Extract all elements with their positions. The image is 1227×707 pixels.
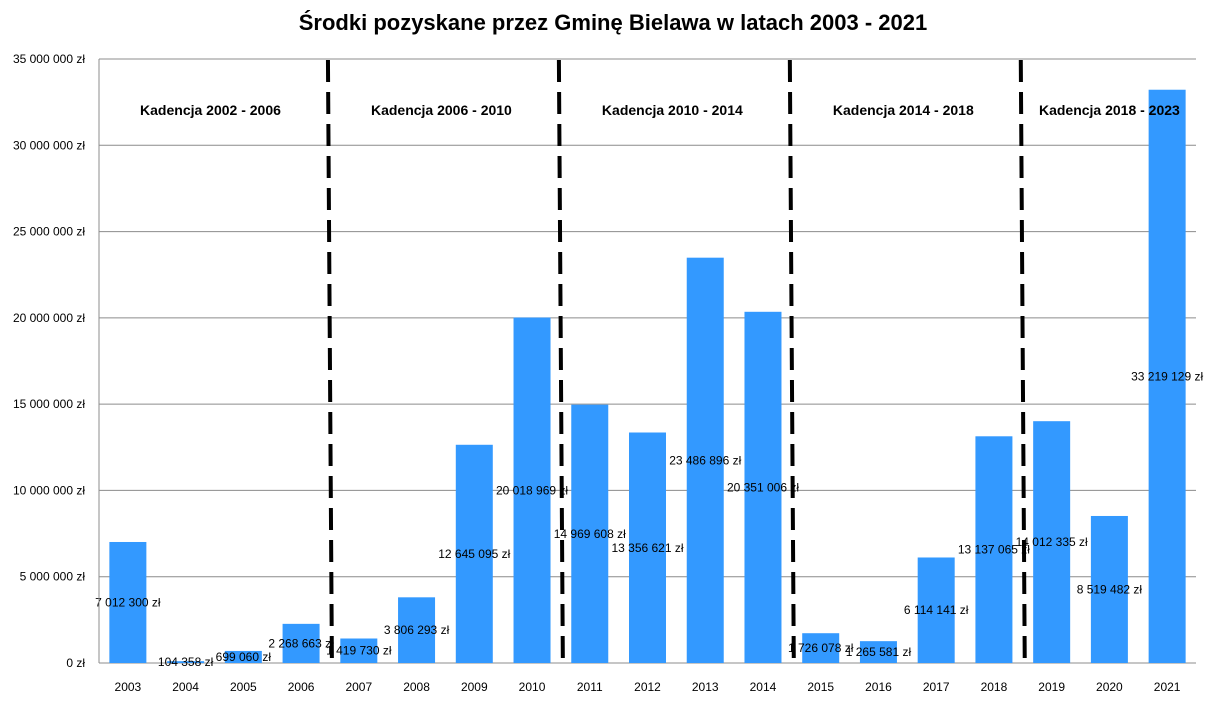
x-tick-label: 2017 — [923, 680, 950, 694]
data-label-2012: 13 356 621 zł — [611, 541, 683, 555]
bar-2014 — [744, 311, 782, 663]
term-label: Kadencja 2018 - 2023 — [1039, 102, 1180, 118]
y-tick-label: 5 000 000 zł — [20, 570, 86, 584]
bar-2011 — [571, 404, 609, 663]
data-label-2011: 14 969 608 zł — [554, 527, 626, 541]
bar-2013 — [686, 257, 724, 663]
data-label-2006: 2 268 663 zł — [268, 636, 334, 650]
y-axis: 0 zł 5 000 000 zł 10 000 000 zł 15 000 000 … — [13, 52, 100, 670]
term-divider — [1018, 59, 1027, 669]
data-label-2004: 104 358 zł — [158, 655, 214, 669]
bar-2005 — [224, 650, 262, 663]
x-tick-label: 2013 — [692, 680, 719, 694]
bar-2021 — [1148, 89, 1186, 664]
bar-2008 — [398, 597, 436, 663]
x-tick-label: 2014 — [750, 680, 777, 694]
y-tick-label: 10 000 000 zł — [13, 483, 85, 497]
x-tick-label: 2005 — [230, 680, 257, 694]
x-tick-label: 2021 — [1154, 680, 1181, 694]
bar-2015 — [802, 633, 840, 663]
bar-2016 — [859, 641, 897, 663]
term-divider — [325, 59, 334, 669]
data-label-2018: 13 137 065 zł — [958, 543, 1030, 557]
bar-2006 — [282, 623, 320, 663]
x-tick-label: 2018 — [981, 680, 1008, 694]
term-label: Kadencja 2002 - 2006 — [140, 102, 281, 118]
term-divider — [556, 59, 565, 669]
y-tick-label: 15 000 000 zł — [13, 397, 85, 411]
bar-2017 — [917, 557, 955, 663]
data-label-2016: 1 265 581 zł — [846, 645, 912, 659]
x-tick-label: 2020 — [1096, 680, 1123, 694]
bar-2010 — [513, 317, 551, 663]
data-label-2008: 3 806 293 zł — [384, 623, 450, 637]
x-tick-label: 2003 — [115, 680, 142, 694]
bar-2018 — [975, 436, 1013, 663]
data-label-2013: 23 486 896 zł — [669, 453, 741, 467]
bar-2009 — [455, 444, 493, 663]
y-tick-label: 35 000 000 zł — [13, 52, 85, 66]
term-labels: Kadencja 2002 - 2006 Kadencja 2006 - 2010… — [140, 102, 1180, 118]
y-tick-label: 30 000 000 zł — [13, 138, 85, 152]
x-tick-label: 2015 — [807, 680, 834, 694]
data-labels: 7 012 300 zł 104 358 zł 699 060 zł2 268 66… — [95, 369, 1203, 669]
chart-title: Środki pozyskane przez Gminę Bielawa w l… — [299, 10, 928, 35]
data-label-2020: 8 519 482 zł — [1077, 582, 1143, 596]
data-label-2021: 33 219 129 zł — [1131, 369, 1203, 383]
term-label: Kadencja 2010 - 2014 — [602, 102, 743, 118]
bar-2003 — [109, 541, 147, 663]
x-axis: 2003 2004 2005 2006 2007 2008 2009 2010 2011 2012… — [115, 680, 1181, 694]
bars — [109, 89, 1186, 664]
y-tick-label: 0 zł — [66, 656, 85, 670]
data-label-2010: 20 018 969 zł — [496, 483, 568, 497]
data-label-2017: 6 114 141 zł — [904, 603, 969, 617]
data-label-2003: 7 012 300 zł — [95, 595, 161, 609]
x-tick-label: 2008 — [403, 680, 430, 694]
bar-2020 — [1090, 515, 1128, 663]
data-label-2009: 12 645 095 zł — [438, 547, 510, 561]
bar-2019 — [1033, 421, 1071, 663]
term-label: Kadencja 2014 - 2018 — [833, 102, 974, 118]
x-tick-label: 2007 — [345, 680, 372, 694]
x-tick-label: 2010 — [519, 680, 546, 694]
x-tick-label: 2011 — [577, 680, 603, 694]
y-tick-label: 25 000 000 zł — [13, 225, 85, 239]
term-divider — [787, 59, 796, 669]
data-label-2005: 699 060 zł — [216, 650, 272, 664]
x-tick-label: 2016 — [865, 680, 892, 694]
term-dividers — [325, 59, 1027, 669]
data-label-2014: 20 351 006 zł — [727, 480, 799, 494]
x-tick-label: 2006 — [288, 680, 315, 694]
bar-2012 — [629, 432, 666, 663]
term-label: Kadencja 2006 - 2010 — [371, 102, 512, 118]
y-tick-label: 20 000 000 zł — [13, 311, 85, 325]
bar-2004 — [167, 661, 205, 663]
x-tick-label: 2004 — [172, 680, 199, 694]
x-tick-label: 2009 — [461, 680, 488, 694]
x-tick-label: 2012 — [634, 680, 661, 694]
data-label-2007: 1 419 730 zł — [326, 644, 392, 658]
data-label-2019: 14 012 335 zł — [1016, 535, 1088, 549]
x-tick-label: 2019 — [1038, 680, 1065, 694]
bar-2007 — [340, 638, 378, 663]
data-label-2015: 1 726 078 zł — [788, 641, 854, 655]
